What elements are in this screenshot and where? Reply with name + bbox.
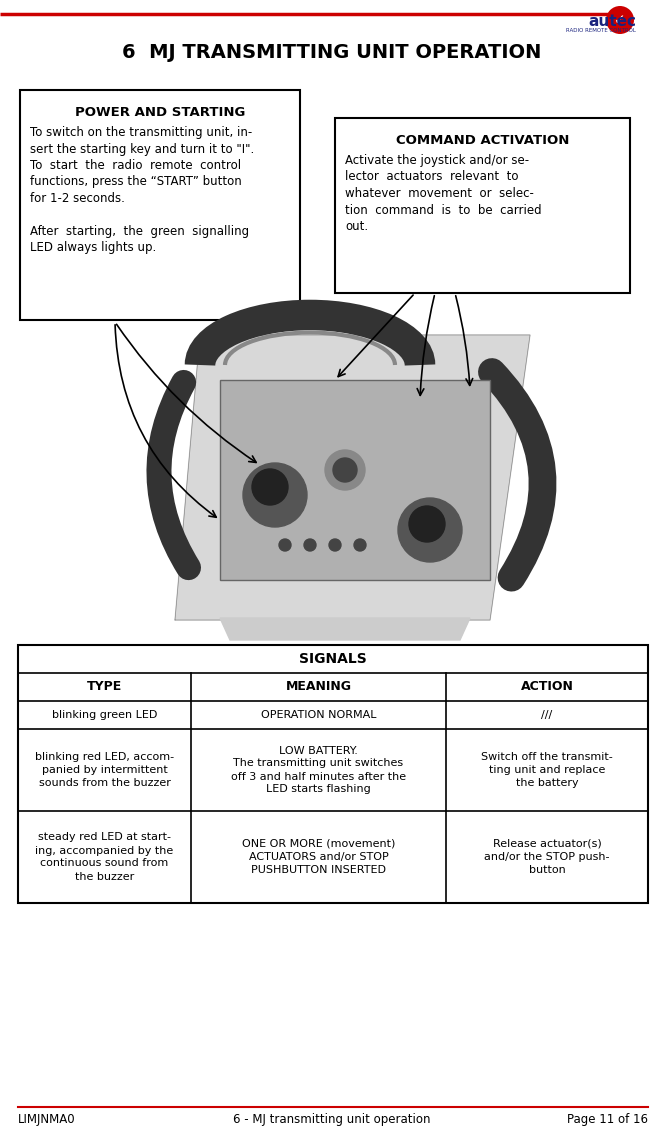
Circle shape — [333, 458, 357, 482]
Text: SIGNALS: SIGNALS — [299, 651, 367, 666]
Text: LIMJNMA0: LIMJNMA0 — [18, 1114, 76, 1126]
Text: steady red LED at start-: steady red LED at start- — [38, 833, 171, 843]
Text: MEANING: MEANING — [286, 681, 351, 693]
Circle shape — [354, 539, 366, 551]
FancyArrowPatch shape — [117, 324, 256, 462]
Text: The transmitting unit switches: The transmitting unit switches — [234, 758, 404, 768]
Text: POWER AND STARTING: POWER AND STARTING — [75, 107, 245, 119]
Text: and/or the STOP push-: and/or the STOP push- — [484, 852, 610, 862]
Text: off 3 and half minutes after the: off 3 and half minutes after the — [231, 772, 406, 782]
Text: lector  actuators  relevant  to: lector actuators relevant to — [345, 170, 519, 184]
Text: button: button — [529, 864, 565, 875]
Text: 6 - MJ transmitting unit operation: 6 - MJ transmitting unit operation — [233, 1114, 431, 1126]
FancyArrowPatch shape — [338, 295, 413, 376]
Text: sounds from the buzzer: sounds from the buzzer — [39, 778, 171, 787]
Text: After  starting,  the  green  signalling: After starting, the green signalling — [30, 225, 249, 238]
Text: continuous sound from: continuous sound from — [41, 859, 169, 869]
FancyArrowPatch shape — [456, 296, 473, 385]
Text: ///: /// — [541, 710, 552, 719]
Text: ACTUATORS and/or STOP: ACTUATORS and/or STOP — [248, 852, 388, 862]
Text: blinking red LED, accom-: blinking red LED, accom- — [35, 752, 174, 763]
Bar — [0, 290, 664, 640]
Text: ting unit and replace: ting unit and replace — [489, 765, 605, 775]
FancyArrowPatch shape — [115, 325, 216, 518]
Text: panied by intermittent: panied by intermittent — [42, 765, 167, 775]
FancyArrowPatch shape — [159, 383, 189, 568]
Text: TYPE: TYPE — [87, 681, 122, 693]
Text: OPERATION NORMAL: OPERATION NORMAL — [261, 710, 376, 719]
Text: Page 11 of 16: Page 11 of 16 — [567, 1114, 648, 1126]
Bar — [220, 380, 490, 580]
Text: for 1-2 seconds.: for 1-2 seconds. — [30, 191, 125, 205]
Text: To switch on the transmitting unit, in-: To switch on the transmitting unit, in- — [30, 126, 252, 139]
Bar — [18, 645, 648, 903]
Circle shape — [243, 463, 307, 527]
Text: LED always lights up.: LED always lights up. — [30, 241, 156, 255]
Bar — [335, 118, 630, 293]
Text: the battery: the battery — [516, 778, 578, 787]
Circle shape — [606, 6, 634, 34]
Text: functions, press the “START” button: functions, press the “START” button — [30, 176, 242, 188]
Text: LED starts flashing: LED starts flashing — [266, 784, 371, 794]
Text: autec: autec — [588, 14, 636, 29]
Text: out.: out. — [345, 220, 368, 233]
Text: To  start  the  radio  remote  control: To start the radio remote control — [30, 159, 241, 172]
Text: 6  MJ TRANSMITTING UNIT OPERATION: 6 MJ TRANSMITTING UNIT OPERATION — [122, 43, 542, 61]
Circle shape — [409, 506, 445, 542]
Text: sert the starting key and turn it to "I".: sert the starting key and turn it to "I"… — [30, 143, 254, 155]
Bar — [20, 90, 300, 320]
Text: ✓: ✓ — [614, 12, 625, 27]
Text: Switch off the transmit-: Switch off the transmit- — [481, 752, 613, 763]
Text: the buzzer: the buzzer — [75, 871, 134, 881]
Text: ACTION: ACTION — [521, 681, 574, 693]
Text: whatever  movement  or  selec-: whatever movement or selec- — [345, 187, 534, 201]
Text: ing, accompanied by the: ing, accompanied by the — [35, 845, 173, 855]
Circle shape — [252, 469, 288, 505]
Circle shape — [329, 539, 341, 551]
Text: tion  command  is  to  be  carried: tion command is to be carried — [345, 204, 542, 216]
Text: ONE OR MORE (movement): ONE OR MORE (movement) — [242, 840, 395, 849]
Circle shape — [398, 499, 462, 562]
Text: LOW BATTERY.: LOW BATTERY. — [279, 746, 358, 756]
Circle shape — [279, 539, 291, 551]
Circle shape — [325, 450, 365, 489]
FancyArrowPatch shape — [417, 296, 434, 395]
FancyArrowPatch shape — [492, 372, 542, 578]
Text: COMMAND ACTIVATION: COMMAND ACTIVATION — [396, 134, 569, 147]
Text: Activate the joystick and/or se-: Activate the joystick and/or se- — [345, 154, 529, 167]
Polygon shape — [220, 617, 470, 640]
Circle shape — [304, 539, 316, 551]
Text: blinking green LED: blinking green LED — [52, 710, 157, 719]
Text: Release actuator(s): Release actuator(s) — [493, 840, 602, 849]
Polygon shape — [175, 335, 530, 620]
Text: PUSHBUTTON INSERTED: PUSHBUTTON INSERTED — [251, 864, 386, 875]
Text: RADIO REMOTE CONTROL: RADIO REMOTE CONTROL — [566, 28, 636, 33]
